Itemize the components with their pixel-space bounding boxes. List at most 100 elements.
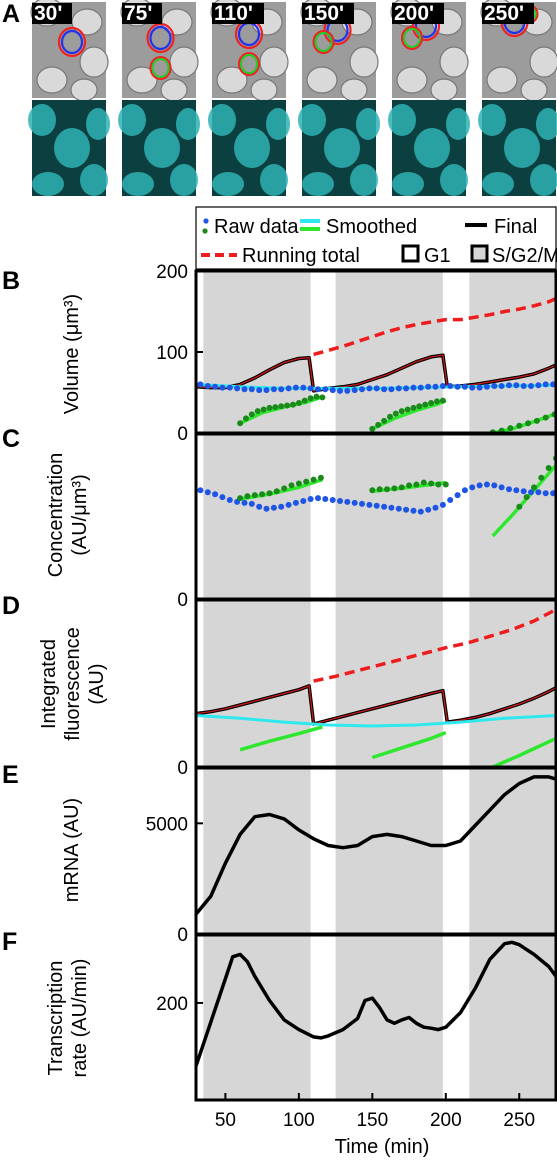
bright-cell bbox=[160, 78, 188, 102]
y-axis-label: Volume (μm³) bbox=[61, 294, 83, 414]
smoothed-total-line bbox=[195, 685, 557, 725]
time-label-background bbox=[212, 3, 264, 24]
fluorescent-cell bbox=[388, 104, 416, 136]
raw-mother-point bbox=[329, 497, 336, 503]
y-tick-label: 100 bbox=[156, 343, 188, 364]
raw-mother-point bbox=[447, 383, 454, 389]
panel-b-volume: B 0 100 200 Volume (μm³) bbox=[2, 262, 557, 445]
panel-letter-c: C bbox=[2, 425, 20, 453]
y-tick-label: 200 bbox=[156, 994, 188, 1015]
raw-mother-point bbox=[520, 488, 527, 495]
raw-bud-point bbox=[295, 400, 302, 406]
raw-mother-point bbox=[263, 505, 270, 512]
raw-mother-point bbox=[322, 496, 329, 502]
raw-mother-point bbox=[197, 487, 204, 494]
bright-cell bbox=[70, 78, 98, 102]
fluorescent-cell bbox=[302, 172, 334, 196]
raw-mother-point bbox=[506, 382, 512, 389]
y-tick-label: 0 bbox=[177, 424, 188, 445]
fluorescent-cell bbox=[504, 128, 540, 168]
fluorescent-cell bbox=[440, 164, 468, 196]
raw-mother-point bbox=[285, 385, 292, 392]
x-tick-label: 200 bbox=[430, 1110, 462, 1131]
raw-mother-point bbox=[248, 500, 255, 507]
fluorescent-cell bbox=[482, 172, 514, 196]
raw-mother-point bbox=[270, 504, 277, 511]
fluorescent-cell bbox=[144, 128, 180, 168]
raw-bud-point bbox=[533, 417, 540, 424]
raw-mother-point bbox=[491, 482, 498, 489]
legend-sg2m-swatch bbox=[470, 244, 489, 263]
raw-mother-point bbox=[315, 386, 321, 393]
raw-mother-point bbox=[439, 501, 446, 508]
raw-mother-point bbox=[359, 500, 365, 507]
fluorescent-cell bbox=[176, 108, 200, 140]
raw-mother-point bbox=[256, 387, 263, 394]
raw-mother-point bbox=[241, 386, 248, 393]
fluorescent-cell bbox=[530, 164, 557, 196]
raw-mother-point bbox=[491, 383, 498, 389]
raw-bud-point bbox=[387, 413, 393, 420]
time-label-background bbox=[392, 3, 444, 24]
raw-mother-point bbox=[454, 383, 461, 390]
y-axis-label-line: Concentration bbox=[45, 453, 67, 578]
raw-mother-point bbox=[212, 383, 219, 390]
raw-bud-point bbox=[435, 481, 442, 488]
raw-bud-point bbox=[428, 400, 435, 406]
raw-mother-point bbox=[403, 506, 410, 513]
raw-mother-point bbox=[461, 383, 468, 390]
fluorescent-cell bbox=[350, 164, 378, 196]
raw-mother-point bbox=[476, 482, 483, 489]
raw-mother-point bbox=[535, 382, 542, 389]
bright-cell bbox=[79, 46, 109, 78]
raw-bud-point bbox=[278, 403, 285, 410]
time-label-background bbox=[302, 3, 354, 24]
bright-cell bbox=[486, 66, 518, 94]
y-axis-label: mRNA (AU) bbox=[61, 798, 83, 902]
fluorescent-cell bbox=[446, 108, 470, 140]
raw-mother-point bbox=[469, 484, 476, 491]
raw-bud-point bbox=[422, 401, 429, 408]
sg2m-shading bbox=[203, 434, 311, 599]
bright-cell bbox=[430, 78, 458, 102]
raw-bud-point bbox=[507, 425, 514, 432]
fluorescent-cell bbox=[298, 104, 326, 136]
raw-bud-point bbox=[381, 417, 388, 424]
raw-mother-point bbox=[204, 489, 211, 496]
plot-frame bbox=[194, 933, 557, 1102]
fluorescent-cell bbox=[324, 128, 360, 168]
raw-bud-point bbox=[290, 401, 296, 408]
raw-bud-point bbox=[303, 478, 310, 485]
y-axis-label-line: mRNA (AU) bbox=[61, 798, 83, 902]
raw-mother-point bbox=[212, 491, 219, 498]
raw-bud-point bbox=[260, 406, 267, 413]
y-tick-label: 0 bbox=[177, 925, 188, 946]
raw-mother-point bbox=[476, 384, 483, 391]
raw-mother-point bbox=[285, 501, 292, 508]
raw-bud-point bbox=[545, 465, 552, 471]
running-total-line bbox=[313, 607, 557, 683]
micrograph-column-2: 75' bbox=[118, 0, 200, 196]
raw-mother-point bbox=[469, 384, 476, 391]
fluorescent-cell bbox=[32, 172, 64, 196]
bud-outline-red bbox=[149, 56, 172, 80]
raw-mother-point bbox=[528, 383, 534, 389]
raw-bud-point bbox=[416, 403, 423, 410]
raw-bud-point bbox=[538, 474, 545, 481]
bud-outline-green bbox=[151, 58, 170, 78]
sg2m-shading bbox=[203, 768, 311, 934]
raw-mother-point bbox=[513, 487, 520, 494]
raw-bud-point bbox=[284, 402, 291, 409]
panel-letter-e: E bbox=[2, 761, 19, 789]
fluorescent-cell bbox=[170, 164, 198, 196]
raw-bud-point bbox=[516, 422, 523, 429]
raw-bud-point bbox=[542, 414, 549, 421]
fluorescent-cell bbox=[80, 164, 108, 196]
y-tick-label: 0 bbox=[177, 590, 188, 611]
raw-bud-point bbox=[307, 395, 314, 402]
y-tick-label: 200 bbox=[156, 262, 188, 283]
running-total-line bbox=[313, 296, 557, 357]
legend-running-label: Running total bbox=[242, 245, 360, 267]
time-label: 200' bbox=[394, 2, 434, 25]
panel-a-micrographs: A 30' 75' 110' 150' 200' 250' bbox=[2, 0, 557, 196]
